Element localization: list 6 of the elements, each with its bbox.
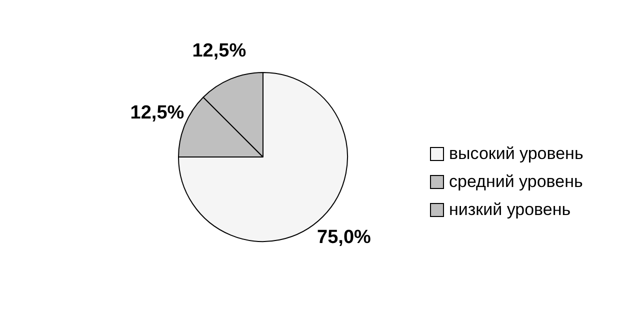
- data-label: 75,0%: [317, 227, 372, 248]
- data-label: 12,5%: [130, 102, 184, 124]
- data-label: 12,5%: [192, 40, 246, 62]
- legend-label: средний уровень: [449, 172, 583, 192]
- legend-label: низкий уровень: [449, 200, 571, 220]
- legend-label: высокий уровень: [449, 144, 584, 164]
